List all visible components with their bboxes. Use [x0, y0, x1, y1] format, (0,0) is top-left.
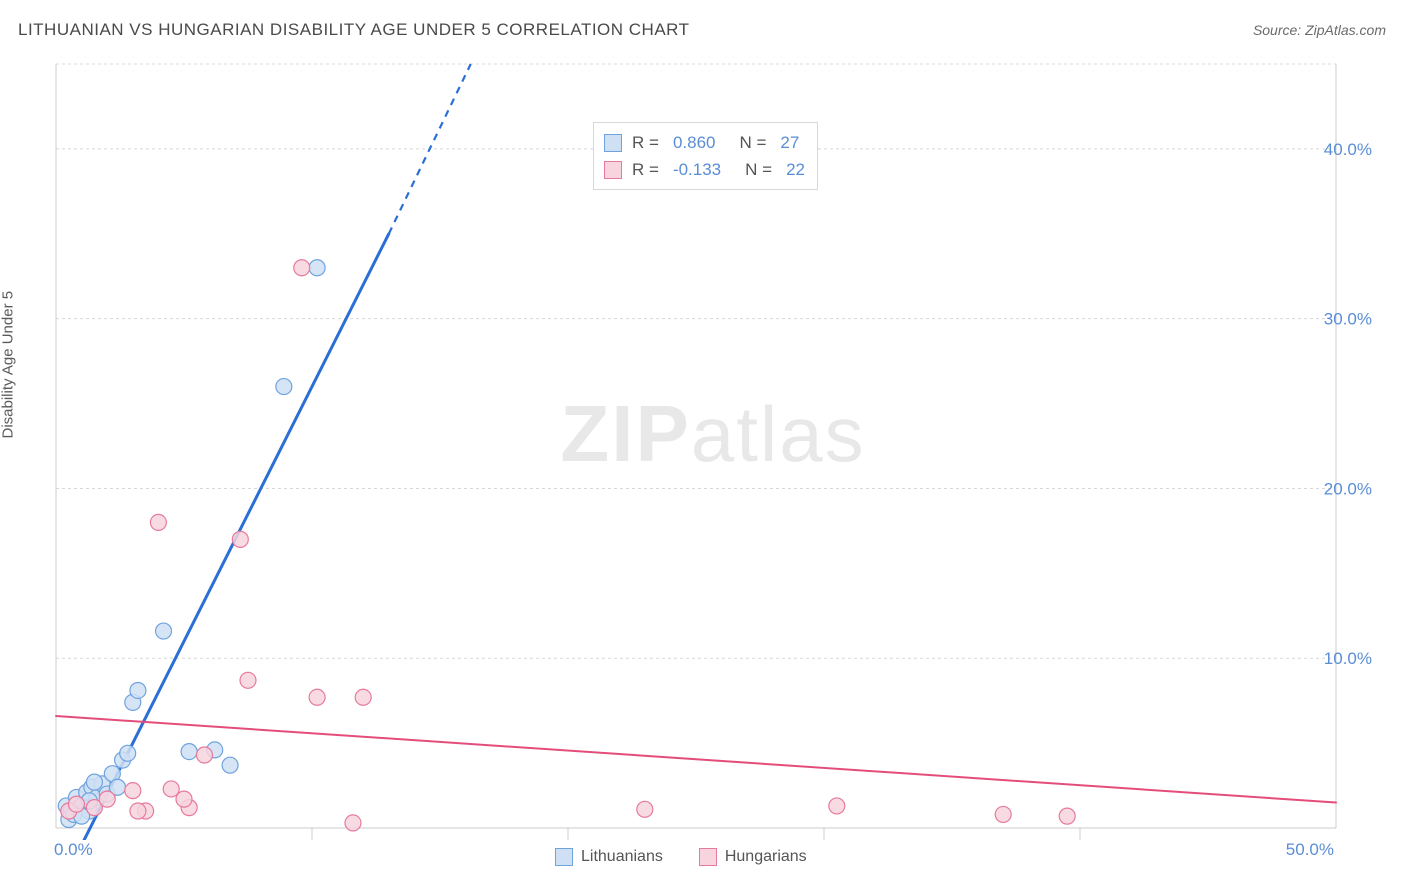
y-axis-label: Disability Age Under 5 [0, 291, 17, 439]
legend-item: Lithuanians [555, 848, 663, 866]
legend-label: Hungarians [725, 848, 807, 866]
stats-row: R = 0.860 N = 27 [604, 129, 805, 156]
stats-swatch [604, 134, 622, 152]
svg-text:10.0%: 10.0% [1324, 649, 1372, 668]
r-value: -0.133 [673, 156, 721, 183]
n-value: 22 [786, 156, 805, 183]
legend: Lithuanians Hungarians [555, 848, 807, 866]
r-value: 0.860 [673, 129, 716, 156]
legend-label: Lithuanians [581, 848, 663, 866]
n-label: N = [739, 129, 766, 156]
legend-swatch [699, 848, 717, 866]
stats-swatch [604, 161, 622, 179]
stats-box: R = 0.860 N = 27 R = -0.133 N = 22 [593, 122, 818, 190]
svg-text:30.0%: 30.0% [1324, 310, 1372, 329]
source-attribution: Source: ZipAtlas.com [1253, 22, 1386, 38]
source-value: ZipAtlas.com [1305, 22, 1386, 38]
r-label: R = [632, 156, 659, 183]
svg-text:20.0%: 20.0% [1324, 479, 1372, 498]
x-tick-label: 50.0% [1286, 840, 1334, 860]
source-label: Source: [1253, 22, 1301, 38]
legend-item: Hungarians [699, 848, 807, 866]
svg-text:40.0%: 40.0% [1324, 140, 1372, 159]
correlation-chart: ZIPatlas 10.0%20.0%30.0%40.0% R =0.860N … [48, 60, 1378, 840]
stats-row: R = -0.133 N = 22 [604, 156, 805, 183]
legend-swatch [555, 848, 573, 866]
x-tick-label: 0.0% [54, 840, 93, 860]
r-label: R = [632, 129, 659, 156]
n-value: 27 [780, 129, 799, 156]
page-title: LITHUANIAN VS HUNGARIAN DISABILITY AGE U… [18, 20, 690, 40]
n-label: N = [745, 156, 772, 183]
